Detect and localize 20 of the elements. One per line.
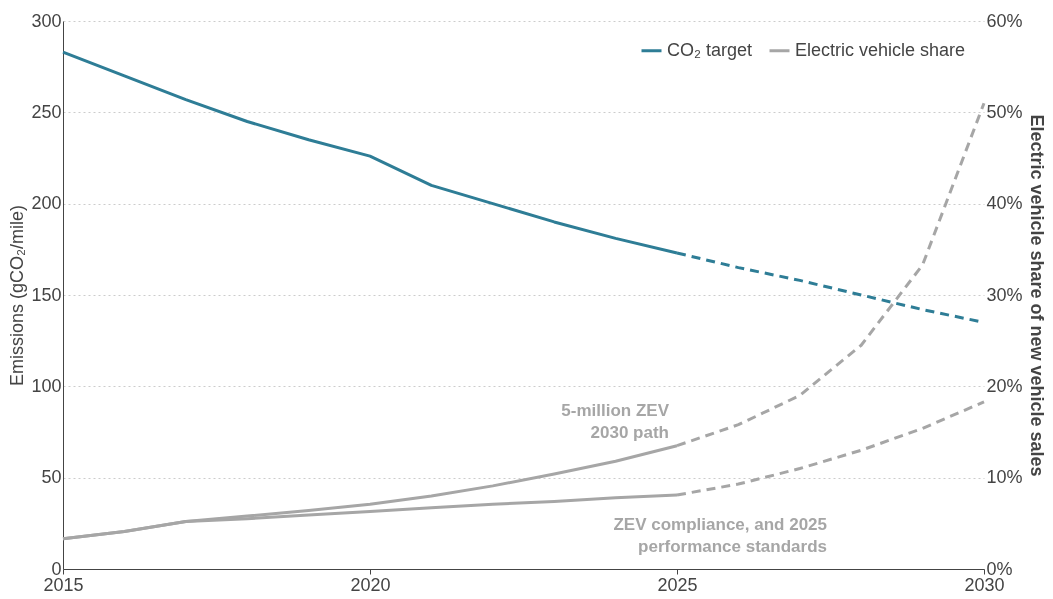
y-tick-label: 300 bbox=[31, 10, 62, 31]
annotation: ZEV compliance, and 2025 performance standards bbox=[613, 515, 827, 557]
y2-tick-label: 40% bbox=[986, 193, 1023, 214]
annotation: 5-million ZEV 2030 path bbox=[561, 400, 670, 442]
y-tick-label: 250 bbox=[31, 101, 62, 122]
y-tick-label: 150 bbox=[31, 284, 62, 305]
legend-label: Electric vehicle share bbox=[795, 39, 966, 60]
y2-tick-label: 60% bbox=[986, 10, 1023, 31]
y-tick-label: 50 bbox=[41, 467, 62, 488]
y2-tick-label: 50% bbox=[986, 101, 1023, 122]
x-tick-label: 2020 bbox=[350, 574, 391, 595]
y2-tick-label: 20% bbox=[986, 375, 1023, 396]
x-tick-label: 2025 bbox=[657, 574, 698, 595]
y2-tick-label: 10% bbox=[986, 467, 1023, 488]
y-axis-title: Emissions (gCO₂/mile) bbox=[7, 204, 28, 387]
y-tick-label: 200 bbox=[31, 193, 62, 214]
y2-tick-label: 30% bbox=[986, 284, 1023, 305]
y-tick-label: 100 bbox=[31, 375, 62, 396]
legend-label: CO₂ target bbox=[667, 39, 753, 60]
y2-axis-title: Electric vehicle share of new vehicle sales bbox=[1026, 114, 1047, 477]
